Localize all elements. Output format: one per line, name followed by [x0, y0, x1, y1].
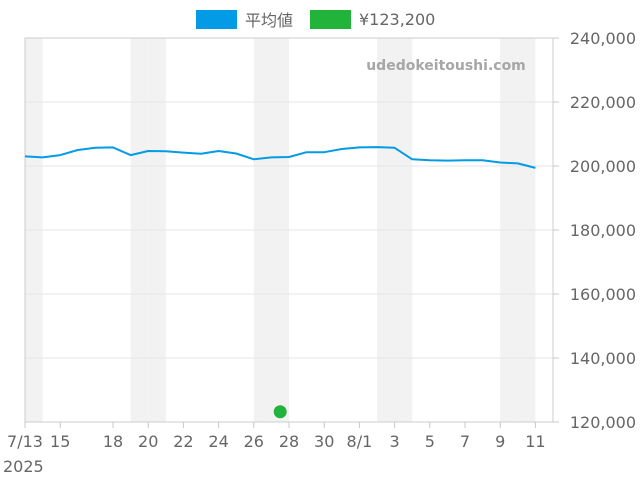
x-tick-label: 20 — [138, 432, 158, 451]
x-tick-label: 15 — [50, 432, 70, 451]
x-tick-label: 5 — [425, 432, 435, 451]
watermark: udedokeitoushi.com — [366, 58, 526, 74]
x-tick-label: 26 — [244, 432, 264, 451]
y-tick-label: 240,000 — [570, 29, 636, 48]
x-tick-label: 3 — [390, 432, 400, 451]
x-tick-label: 7/13 — [7, 432, 43, 451]
x-tick-label: 18 — [103, 432, 123, 451]
y-tick-label: 220,000 — [570, 93, 636, 112]
y-tick-label: 200,000 — [570, 157, 636, 176]
x-tick-label: 22 — [173, 432, 193, 451]
y-tick-label: 140,000 — [570, 349, 636, 368]
y-axis: 240,000 220,000 200,000 180,000 160,000 140,0… — [553, 29, 636, 432]
y-tick-label: 120,000 — [570, 413, 636, 432]
x-tick-label: 9 — [495, 432, 505, 451]
series-layer — [24, 146, 536, 419]
legend-swatch-price-point — [310, 9, 351, 29]
legend-swatch-average — [196, 9, 237, 29]
series-line-average — [24, 146, 536, 169]
x-tick-label: 24 — [208, 432, 228, 451]
data-point-price[interactable] — [273, 405, 287, 419]
legend-label-average: 平均値 — [245, 11, 294, 30]
x-tick-label: 28 — [279, 432, 299, 451]
legend: 平均値 ¥123,200 — [0, 8, 640, 30]
x-axis-year-label: 2025 — [3, 457, 44, 476]
legend-label-price-point: ¥123,200 — [359, 9, 436, 29]
x-tick-label: 30 — [314, 432, 334, 451]
y-tick-label: 180,000 — [570, 221, 636, 240]
legend-item-price-point[interactable]: ¥123,200 — [310, 8, 435, 30]
y-tick-label: 160,000 — [570, 285, 636, 304]
x-tick-label: 8/1 — [347, 432, 373, 451]
legend-item-average[interactable]: 平均値 — [196, 8, 293, 30]
x-tick-label: 11 — [525, 432, 545, 451]
x-tick-label: 7 — [460, 432, 470, 451]
x-axis: 7/13 15 18 20 22 24 26 28 30 8/1 3 5 7 9 11 2025 — [3, 422, 546, 476]
